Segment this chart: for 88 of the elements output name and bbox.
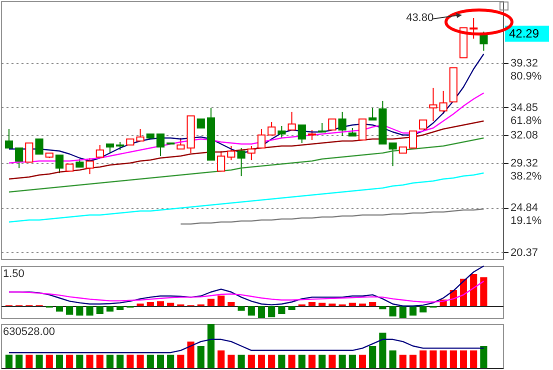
bar xyxy=(389,350,396,368)
bar xyxy=(399,306,406,318)
bar xyxy=(409,306,417,316)
bar xyxy=(480,277,488,306)
bar xyxy=(96,306,104,314)
bar xyxy=(66,354,74,368)
bar xyxy=(480,346,488,368)
bar xyxy=(106,354,114,368)
bar xyxy=(409,354,417,368)
bar xyxy=(470,350,478,368)
bar xyxy=(420,306,427,312)
bar xyxy=(218,296,225,306)
y-tick-label: 24.84 19.1% xyxy=(510,202,542,228)
bar xyxy=(76,306,84,316)
bar xyxy=(96,354,104,368)
bar xyxy=(450,350,457,368)
bar xyxy=(218,350,225,368)
bar xyxy=(177,354,184,368)
bar xyxy=(238,306,245,311)
text: 42.29 xyxy=(509,26,540,41)
bar xyxy=(238,354,245,368)
bar xyxy=(470,274,478,306)
bar xyxy=(328,354,336,368)
bar xyxy=(16,354,23,368)
bar xyxy=(318,354,326,368)
bar xyxy=(268,306,276,318)
bar xyxy=(288,354,296,368)
bar xyxy=(5,354,13,368)
bar xyxy=(116,354,124,368)
bar xyxy=(116,306,124,310)
bar xyxy=(167,302,174,306)
annotation: 43.80 xyxy=(406,12,434,24)
bar xyxy=(369,346,376,368)
bar xyxy=(379,332,386,368)
bar xyxy=(248,306,255,316)
bar xyxy=(278,354,286,368)
bar xyxy=(106,306,114,312)
bar xyxy=(338,354,346,368)
bar xyxy=(298,354,306,368)
bar xyxy=(369,302,376,306)
y-tick-label: 39.32 80.9% xyxy=(510,57,542,82)
bar xyxy=(187,342,194,368)
bar xyxy=(228,302,235,306)
bar xyxy=(389,306,396,316)
y-tick-label: 29.32 38.2% xyxy=(510,157,542,182)
bar xyxy=(36,354,43,368)
bar xyxy=(399,354,406,368)
bar xyxy=(288,306,296,310)
bar xyxy=(308,302,316,306)
bar xyxy=(76,354,84,368)
bar xyxy=(207,324,215,368)
bar xyxy=(440,350,447,368)
bar xyxy=(26,354,33,368)
bar xyxy=(86,354,94,368)
bar xyxy=(348,302,356,306)
bar xyxy=(56,354,64,368)
y-tick-label: 20.37 xyxy=(510,246,538,259)
bar xyxy=(308,354,316,368)
bar xyxy=(86,306,94,316)
bar xyxy=(348,354,356,368)
y-tick-label: 34.85 61.8% xyxy=(510,102,542,127)
bar xyxy=(268,354,276,368)
bar xyxy=(318,302,326,306)
bar xyxy=(420,350,427,368)
bar xyxy=(156,301,164,306)
annotation: 1.50 xyxy=(3,268,24,280)
bar xyxy=(46,354,53,368)
bar xyxy=(258,306,266,318)
annotation: 630528.00 xyxy=(3,326,55,338)
bar xyxy=(207,298,215,306)
bar xyxy=(156,354,164,368)
bar xyxy=(228,354,235,368)
bar xyxy=(167,354,174,368)
bar xyxy=(460,350,468,368)
bar xyxy=(248,354,255,368)
bar xyxy=(278,306,286,314)
bar xyxy=(358,354,366,368)
bar xyxy=(197,346,204,368)
y-tick-label: 32.08 xyxy=(510,130,538,142)
bar xyxy=(126,354,134,368)
bar xyxy=(66,306,74,315)
bar xyxy=(430,350,437,368)
bar xyxy=(379,306,386,310)
bar xyxy=(258,354,266,368)
bar xyxy=(136,354,144,368)
bar xyxy=(146,354,154,368)
bar xyxy=(146,302,154,306)
bar xyxy=(56,306,64,312)
